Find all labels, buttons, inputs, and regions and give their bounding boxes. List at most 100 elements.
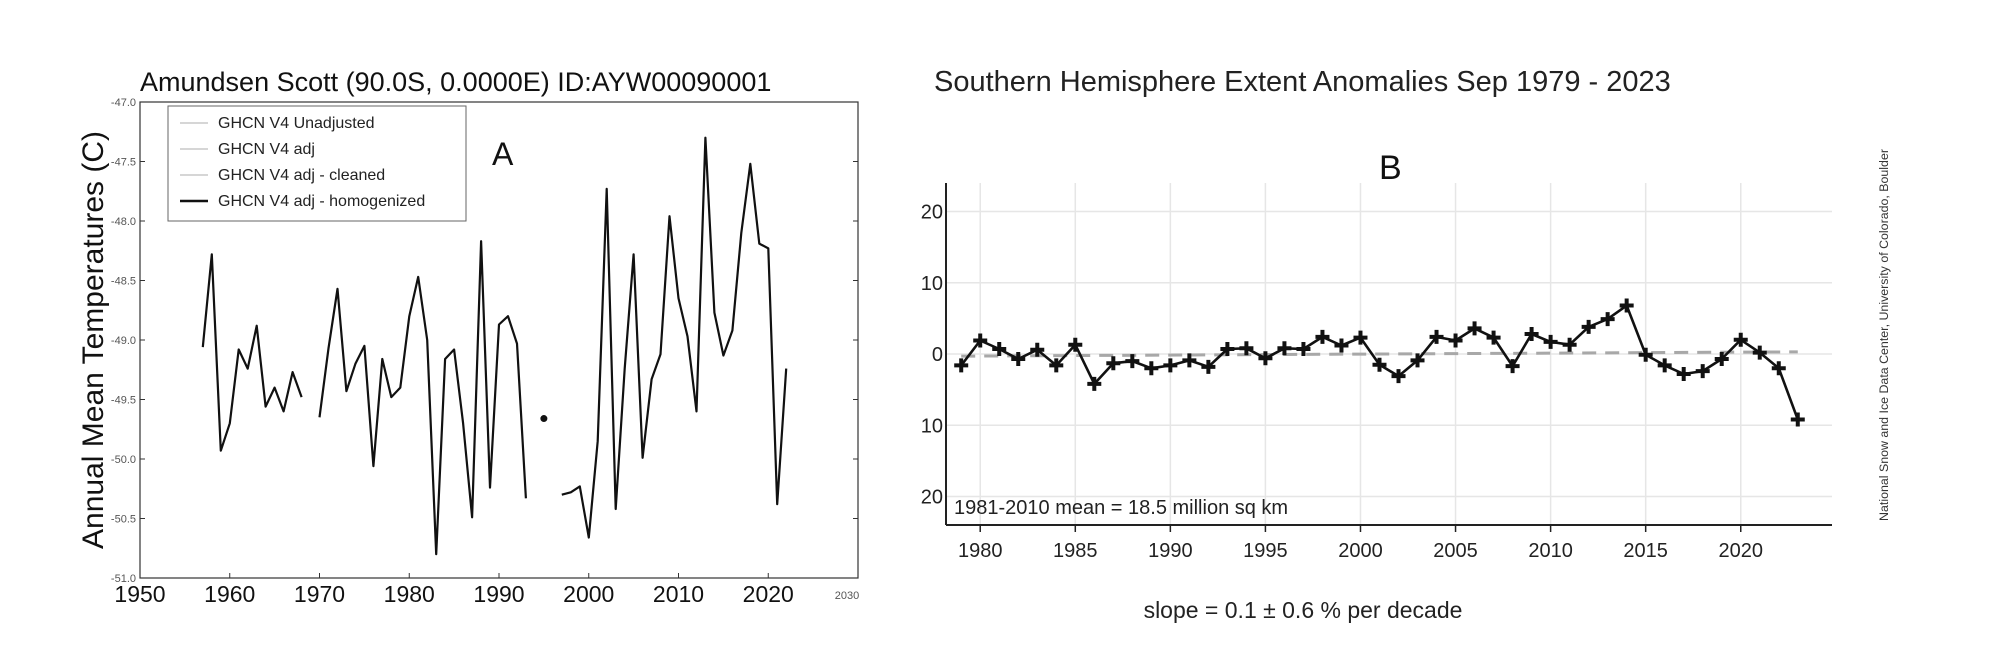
panel-b-data-point: [1619, 298, 1634, 313]
panel-b-data-point: [1334, 338, 1349, 353]
panel-b-data-point: [1106, 356, 1121, 371]
panel-a-xtick-label: 2020: [743, 581, 794, 607]
panel-b-data-point: [1125, 354, 1140, 369]
panel-b-xtick-label: 1980: [958, 540, 1003, 562]
panel-a-homogenized-line: [561, 136, 788, 539]
panel-b-data-point: [1353, 330, 1368, 345]
panel-b-data-point: [1638, 347, 1653, 362]
panel-b-data-point: [1676, 366, 1691, 381]
panel-b-data-point: [973, 333, 988, 348]
panel-b-data-point: [1752, 345, 1767, 360]
legend-label-cleaned: GHCN V4 adj - cleaned: [218, 167, 385, 184]
panel-b-data-point: [992, 342, 1007, 357]
panel-b-xtick-label: 2010: [1528, 540, 1573, 562]
panel-b-series: [954, 298, 1805, 427]
panel-b-data-point: [1068, 337, 1083, 352]
panel-b-data-point: [1790, 412, 1805, 427]
panel-b-slope-label: slope = 0.1 ± 0.6 % per decade: [1144, 597, 1463, 623]
panel-b-data-point: [1391, 369, 1406, 384]
panel-b-data-point: [1182, 353, 1197, 368]
panel-b-data-point: [1524, 327, 1539, 342]
panel-b-trend: [961, 350, 1798, 358]
panel-b-data-point: [1543, 334, 1558, 349]
panel-b-data-point: [1296, 342, 1311, 357]
panel-b-data-point: [1600, 312, 1615, 327]
panel-a-title: Amundsen Scott (90.0S, 0.0000E) ID:AYW00…: [140, 67, 771, 97]
panel-b-data-point: [1695, 364, 1710, 379]
legend-label-unadjusted: GHCN V4 Unadjusted: [218, 115, 375, 132]
panel-a-xtick-label: 1970: [294, 581, 345, 607]
panel-a-homogenized-line: [201, 253, 303, 452]
panel-a-ytick-label: -49.5: [111, 395, 136, 407]
panel-a-xtick-label: 2010: [653, 581, 704, 607]
panel-a-yticks: -47.0 -47.5 -48.0 -48.5 -49.0 -49.5 -50.0 -50.5…: [111, 97, 858, 585]
panel-a-xtick-label: 1980: [384, 581, 435, 607]
panel-b-yticks: 20 10 0 10 20: [921, 202, 943, 509]
panel-b-data-point: [1657, 358, 1672, 373]
panel-b-data-point: [1201, 359, 1216, 374]
panel-b-ytick-label: 20: [921, 487, 943, 509]
panel-b-data-point: [1714, 351, 1729, 366]
panel-a-isolated-point: [540, 415, 548, 423]
legend-label-adj: GHCN V4 adj: [218, 141, 315, 158]
panel-b-grid: [946, 183, 1832, 525]
panel-b-xtick-label: 2000: [1338, 540, 1383, 562]
panel-b-xtick-label: 1990: [1148, 540, 1193, 562]
panel-b-ytick-label: 10: [921, 273, 943, 295]
panel-a-letter: A: [492, 136, 514, 172]
panel-b-xtick-label: 2020: [1718, 540, 1763, 562]
panel-a-xticks: 1950 1960 1970 1980 1990 2000 2010 2020: [114, 573, 794, 607]
panel-b-xtick-label: 2005: [1433, 540, 1478, 562]
panel-b-data-point: [1087, 376, 1102, 391]
panel-a-xtick-label: 1960: [204, 581, 255, 607]
panel-b-credit: National Snow and Ice Data Center, Unive…: [1877, 149, 1891, 521]
panel-b-trend-line: [961, 350, 1798, 358]
panel-b-data-point: [1733, 332, 1748, 347]
panel-b-data-point: [1239, 341, 1254, 356]
panel-a-legend: GHCN V4 Unadjusted GHCN V4 adj GHCN V4 a…: [167, 105, 467, 222]
panel-b-data-point: [1011, 351, 1026, 366]
panel-b-data-point: [1277, 341, 1292, 356]
panel-a-ytick-label: -50.0: [111, 454, 136, 466]
panel-b-data-point: [1163, 358, 1178, 373]
panel-b-data-point: [1049, 358, 1064, 373]
panel-a-ytick-label: -47.0: [111, 97, 136, 109]
panel-a-xtick-label: 1950: [114, 581, 165, 607]
panel-b-data-point: [1410, 353, 1425, 368]
panel-b-data-point: [1372, 357, 1387, 372]
panel-b-xtick-label: 1985: [1053, 540, 1098, 562]
panel-b-title: Southern Hemisphere Extent Anomalies Sep…: [934, 66, 1671, 98]
legend-label-homogenized: GHCN V4 adj - homogenized: [218, 193, 425, 210]
panel-b: Southern Hemisphere Extent Anomalies Sep…: [921, 66, 1891, 623]
panel-b-data-point: [954, 358, 969, 373]
panel-a-ytick-label: -47.5: [111, 157, 136, 169]
panel-a-homogenized-line: [318, 240, 527, 556]
legend-frame: [167, 105, 467, 222]
panel-b-data-point: [1448, 333, 1463, 348]
panel-a: Amundsen Scott (90.0S, 0.0000E) ID:AYW00…: [77, 67, 859, 607]
panel-b-data-point: [1220, 342, 1235, 357]
panel-a-ytick-label: -48.0: [111, 216, 136, 228]
panel-b-xticks: 1980 1985 1990 1995 2000 2005 2010 2015 2020: [958, 525, 1763, 562]
panel-b-ytick-label: 10: [921, 415, 943, 437]
panel-b-data-point: [1581, 319, 1596, 334]
panel-b-data-point: [1505, 359, 1520, 374]
panel-b-ytick-label: 0: [932, 344, 943, 366]
panel-a-ytick-label: -49.0: [111, 335, 136, 347]
panel-a-ytick-label: -51.0: [111, 573, 136, 585]
panel-b-data-point: [1467, 321, 1482, 336]
panel-b-xtick-label: 1995: [1243, 540, 1288, 562]
panel-a-ytick-label: -48.5: [111, 276, 136, 288]
panel-b-data-point: [1258, 351, 1273, 366]
panel-b-letter: B: [1379, 149, 1402, 187]
panel-a-series: [201, 136, 788, 556]
panel-b-data-point: [1315, 329, 1330, 344]
panel-b-data-point: [1144, 361, 1159, 376]
panel-a-ylabel: Annual Mean Temperatures (C): [77, 131, 110, 549]
panel-b-data-point: [1429, 329, 1444, 344]
panel-b-data-point: [1562, 337, 1577, 352]
panel-a-xtick-label: 2000: [563, 581, 614, 607]
panel-b-data-point: [1771, 361, 1786, 376]
panel-a-xtick-extra: 2030: [835, 590, 859, 602]
